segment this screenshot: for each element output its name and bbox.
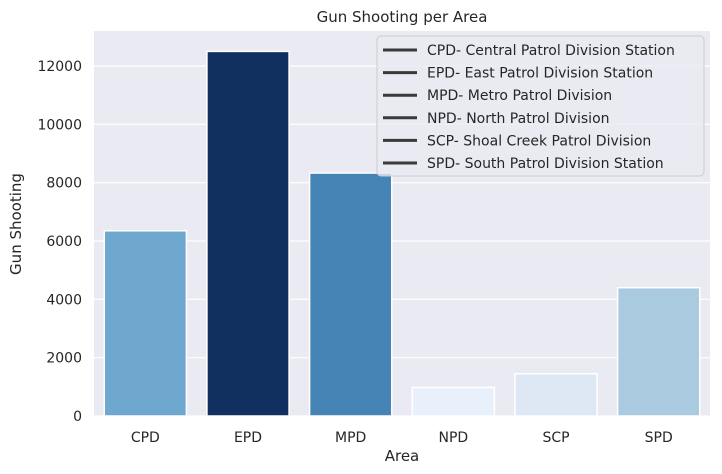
bar-mpd xyxy=(308,172,393,417)
legend-entry: NPD- North Patrol Division xyxy=(427,111,610,127)
y-tick-label: 4000 xyxy=(46,292,82,308)
y-axis-title: Gun Shooting xyxy=(7,173,25,275)
x-tick-label: CPD xyxy=(131,430,160,446)
legend-entry: SPD- South Patrol Division Station xyxy=(427,156,664,172)
y-tick-label: 2000 xyxy=(46,351,82,367)
bar-scp xyxy=(514,372,598,417)
bar-epd xyxy=(206,50,290,417)
x-tick-label: MPD xyxy=(335,430,366,446)
legend: CPD- Central Patrol Division Station EPD-… xyxy=(376,35,705,177)
y-tick-label: 8000 xyxy=(46,176,82,192)
y-tick-labels: 0 2000 4000 6000 8000 10000 12000 xyxy=(37,59,82,425)
x-tick-label: NPD xyxy=(438,430,468,446)
bars xyxy=(103,50,701,417)
x-axis-title: Area xyxy=(385,447,420,465)
y-tick-label: 6000 xyxy=(46,234,82,250)
legend-entry: CPD- Central Patrol Division Station xyxy=(427,43,675,59)
x-tick-label: SPD xyxy=(645,430,673,446)
x-tick-labels: CPD EPD MPD NPD SCP SPD xyxy=(131,430,673,446)
x-tick-label: SCP xyxy=(542,430,569,446)
y-tick-label: 0 xyxy=(73,409,82,425)
legend-entry: EPD- East Patrol Division Station xyxy=(427,66,653,82)
bar-spd xyxy=(616,286,701,417)
bar-npd xyxy=(411,386,496,417)
bar-cpd xyxy=(103,230,188,417)
legend-box xyxy=(376,35,705,177)
y-tick-label: 10000 xyxy=(37,117,82,133)
y-tick-label: 12000 xyxy=(37,59,82,75)
legend-entry: MPD- Metro Patrol Division xyxy=(427,88,612,104)
chart-title: Gun Shooting per Area xyxy=(317,8,488,26)
x-tick-label: EPD xyxy=(234,430,262,446)
legend-entry: SCP- Shoal Creek Patrol Division xyxy=(427,133,651,149)
